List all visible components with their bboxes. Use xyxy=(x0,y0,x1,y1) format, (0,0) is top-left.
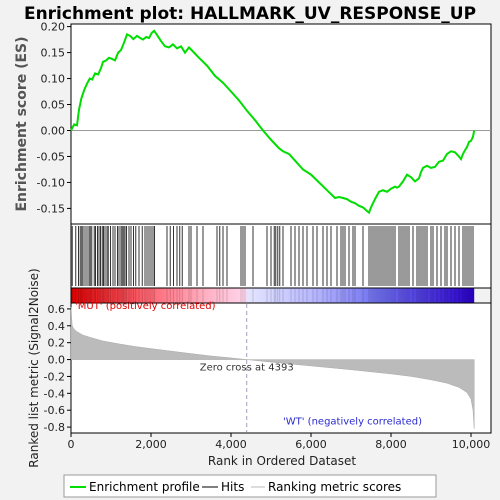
x-tick-label: 10,000 xyxy=(452,438,491,451)
metric-y-tick-label: 0.0 xyxy=(48,354,66,367)
metric-x-axis: 0 2,000 4,000 6,000 8,000 10,000 xyxy=(68,433,491,451)
legend-hits: Hits xyxy=(221,480,244,494)
es-panel xyxy=(70,23,492,225)
metric-y-axis: -0.8 -0.6 -0.4 -0.2 0.0 0.2 0.4 0.6 xyxy=(44,303,71,434)
metric-panel xyxy=(70,302,492,434)
x-tick-label: 2,000 xyxy=(135,438,167,451)
legend-enrichment-profile: Enrichment profile xyxy=(89,480,200,494)
x-tick-label: 8,000 xyxy=(375,438,407,451)
metric-y-tick-label: -0.4 xyxy=(44,387,65,400)
legend-box xyxy=(63,474,437,498)
metric-y-tick-label: 0.2 xyxy=(48,337,66,350)
metric-y-tick-label: -0.2 xyxy=(44,370,65,383)
chart-title: Enrichment plot: HALLMARK_UV_RESPONSE_UP xyxy=(24,4,476,24)
metric-y-tick-label: 0.6 xyxy=(48,303,66,316)
metric-y-tick-label: 0.4 xyxy=(48,320,66,333)
es-y-tick-label: 0.20 xyxy=(41,21,66,34)
ranking-metric-area xyxy=(70,307,475,429)
es-y-tick-label: 0.15 xyxy=(41,47,66,60)
es-y-tick-label: 0.05 xyxy=(41,99,66,112)
x-tick-label: 6,000 xyxy=(295,438,327,451)
metric-y-tick-label: -0.8 xyxy=(44,421,65,434)
zero-cross-label: Zero cross at 4393 xyxy=(200,363,294,374)
es-y-axis: -0.15 -0.10 -0.05 0.00 0.05 0.10 0.15 0.20 xyxy=(37,21,71,215)
es-y-tick-label: -0.15 xyxy=(37,202,65,215)
es-y-tick-label: -0.10 xyxy=(37,176,65,189)
enrichment-profile-line xyxy=(70,29,476,215)
es-y-tick-label: -0.05 xyxy=(37,150,65,163)
legend-ranking-metric: Ranking metric scores xyxy=(268,480,401,494)
metric-y-axis-label: Ranked list metric (Signal2Noise) xyxy=(27,268,41,467)
hits-panel xyxy=(70,223,492,289)
x-tick-label: 4,000 xyxy=(215,438,247,451)
es-y-axis-label: Enrichment score (ES) xyxy=(14,36,30,211)
es-y-tick-label: 0.10 xyxy=(41,73,66,86)
positive-correlation-label: 'MUT' (positively correlated) xyxy=(75,301,216,312)
color-bar-hit-marks xyxy=(71,289,474,302)
rank-color-bar xyxy=(71,288,475,303)
metric-y-tick-label: -0.6 xyxy=(44,404,65,417)
x-tick-label: 0 xyxy=(68,438,75,451)
x-axis-label: Rank in Ordered Dataset xyxy=(208,454,356,468)
negative-correlation-label: 'WT' (negatively correlated) xyxy=(283,417,422,428)
hits-marks xyxy=(71,226,474,286)
es-y-tick-label: 0.00 xyxy=(41,124,66,137)
